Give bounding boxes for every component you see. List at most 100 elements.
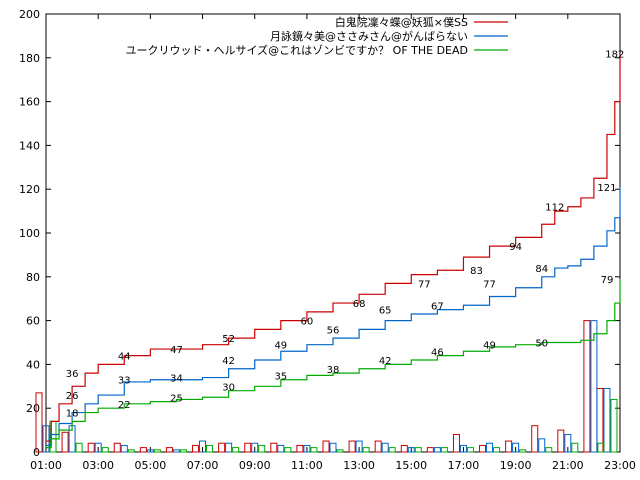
y-tick-label: 20 [26, 402, 40, 415]
hourly-bar [459, 444, 467, 453]
x-tick-label: 15:00 [395, 459, 427, 472]
hourly-bar [603, 387, 611, 453]
x-tick-label: 21:00 [552, 459, 584, 472]
data-label: 22 [118, 400, 131, 411]
legend-label: 白鬼院凜々蝶@妖狐×僕SS [335, 15, 468, 29]
data-label: 49 [483, 341, 496, 352]
hourly-bar [374, 440, 382, 453]
series-line [46, 187, 621, 447]
hourly-bar [310, 447, 318, 453]
hourly-bar [479, 444, 487, 453]
hourly-bar [94, 442, 102, 453]
hourly-bar [557, 429, 565, 453]
y-tick-label: 180 [19, 52, 40, 65]
data-label: 33 [118, 376, 131, 387]
y-tick-label: 100 [19, 227, 40, 240]
x-tick-label: 23:00 [604, 459, 636, 472]
hourly-bar [258, 444, 266, 453]
hourly-bar [113, 442, 121, 453]
hourly-bar [75, 442, 83, 453]
data-label: 42 [379, 356, 392, 367]
data-label: 18 [66, 409, 79, 420]
hourly-bar [610, 398, 618, 453]
y-tick-label: 0 [33, 446, 40, 459]
y-tick-label: 60 [26, 315, 40, 328]
hourly-bar [199, 440, 207, 453]
hourly-bar [329, 442, 337, 453]
hourly-bar [583, 320, 591, 453]
hourly-bar [538, 438, 546, 453]
hourly-bar [192, 444, 200, 453]
hourly-bar [218, 442, 226, 453]
hourly-bar [440, 447, 448, 453]
hourly-bar [381, 442, 389, 453]
hourly-bar [322, 440, 330, 453]
data-label: 84 [535, 264, 548, 275]
series-line [46, 278, 621, 449]
legend-label: 月詠鏡々美@ささみさん@がんばらない [270, 29, 468, 43]
hourly-bar [120, 444, 128, 453]
hourly-bar [277, 444, 285, 453]
data-label: 25 [170, 393, 183, 404]
hourly-bar [165, 447, 173, 453]
y-tick-label: 40 [26, 358, 40, 371]
data-label: 49 [274, 341, 287, 352]
hourly-bar [244, 442, 252, 453]
data-label: 42 [222, 356, 235, 367]
hourly-bar [251, 442, 259, 453]
hourly-bar [296, 444, 304, 453]
hourly-bar [597, 442, 605, 453]
hourly-bar [179, 449, 187, 453]
data-label: 68 [353, 299, 366, 310]
hourly-bar [146, 449, 154, 453]
y-tick-label: 120 [19, 183, 40, 196]
data-label: 46 [431, 347, 444, 358]
hourly-bar [270, 442, 278, 453]
data-label: 77 [418, 279, 431, 290]
x-tick-label: 05:00 [135, 459, 167, 472]
y-tick-label: 200 [19, 8, 40, 21]
hourly-bar [87, 442, 95, 453]
hourly-bar [35, 392, 43, 453]
hourly-bar [362, 447, 370, 453]
data-label: 65 [379, 306, 392, 317]
data-label: 52 [222, 334, 235, 345]
hourly-bar [564, 433, 572, 453]
x-tick-label: 03:00 [82, 459, 114, 472]
data-label: 112 [545, 203, 564, 214]
data-label: 35 [274, 371, 287, 382]
hourly-bar [512, 442, 520, 453]
hourly-bar [531, 425, 539, 453]
data-label: 182 [605, 49, 624, 60]
hourly-bar [139, 447, 147, 453]
data-label: 121 [597, 183, 616, 194]
legend-label: ユークリウッド・ヘルサイズ@これはゾンビですか？ OF THE DEAD [126, 43, 469, 57]
hourly-bar [61, 431, 69, 453]
hourly-bar [232, 447, 240, 453]
data-label: 56 [327, 325, 340, 336]
hourly-bar [303, 444, 311, 453]
data-label: 34 [170, 374, 183, 385]
y-tick-label: 80 [26, 271, 40, 284]
hourly-bar [505, 440, 513, 453]
data-label: 60 [301, 317, 314, 328]
hourly-bar [493, 447, 501, 453]
hourly-bar [284, 447, 292, 453]
x-tick-label: 01:00 [30, 459, 62, 472]
hourly-bar [336, 449, 344, 453]
legend: 白鬼院凜々蝶@妖狐×僕SS月詠鏡々美@ささみさん@がんばらないユークリウッド・ヘ… [126, 15, 508, 57]
bar-layer [35, 320, 618, 453]
data-label: 30 [222, 382, 235, 393]
hourly-bar [466, 447, 474, 453]
hourly-bar [433, 447, 441, 453]
hourly-bar [355, 440, 363, 453]
x-tick-label: 13:00 [343, 459, 375, 472]
hourly-bar [545, 447, 553, 453]
hourly-bar [452, 433, 460, 453]
hourly-bar [400, 444, 408, 453]
hourly-bar [571, 442, 579, 453]
data-label: 77 [483, 279, 496, 290]
data-label: 50 [535, 339, 548, 350]
hourly-bar [407, 447, 415, 453]
